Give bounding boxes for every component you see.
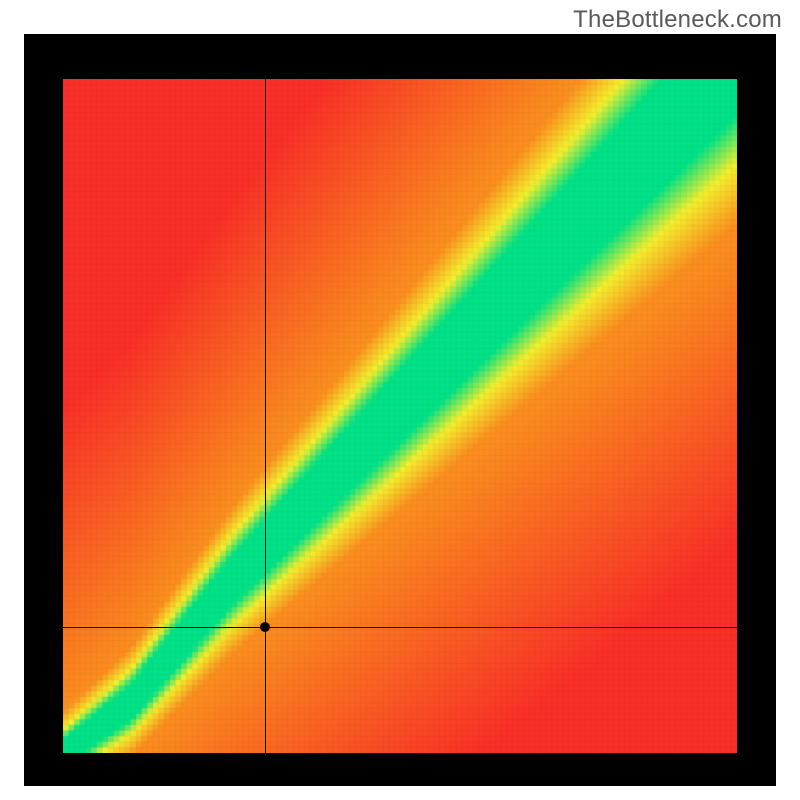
crosshair-marker <box>260 622 270 632</box>
bottleneck-heatmap <box>63 79 737 753</box>
chart-outer-frame <box>24 34 776 786</box>
watermark-text: TheBottleneck.com <box>573 6 782 34</box>
crosshair-horizontal <box>63 627 737 628</box>
crosshair-vertical <box>265 79 266 753</box>
